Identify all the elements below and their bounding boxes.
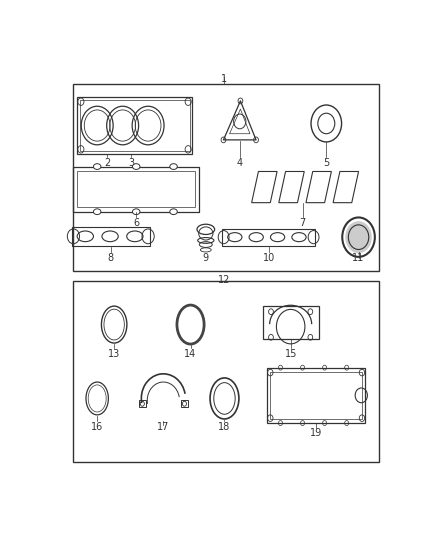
Text: 11: 11	[353, 253, 365, 263]
Bar	[263, 306, 319, 339]
Bar	[74, 84, 379, 271]
Bar	[72, 227, 150, 246]
Text: 4: 4	[237, 158, 243, 167]
Text: 7: 7	[300, 218, 306, 228]
Text: 10: 10	[262, 253, 275, 263]
Text: 14: 14	[184, 349, 197, 359]
Text: 6: 6	[133, 218, 139, 228]
Bar	[222, 229, 315, 246]
Text: 5: 5	[323, 158, 329, 167]
Bar	[270, 372, 362, 419]
Text: 16: 16	[91, 422, 103, 432]
Text: 15: 15	[284, 349, 297, 359]
Text: 2: 2	[104, 158, 110, 167]
Text: 13: 13	[108, 349, 120, 359]
Circle shape	[345, 221, 372, 253]
Ellipse shape	[93, 209, 101, 215]
Ellipse shape	[170, 209, 177, 215]
Ellipse shape	[132, 164, 140, 169]
Bar	[74, 281, 379, 462]
Text: 19: 19	[310, 429, 322, 439]
Bar	[181, 400, 188, 407]
Text: 9: 9	[203, 253, 209, 263]
Bar	[74, 166, 199, 212]
Bar	[80, 100, 190, 151]
Bar	[139, 400, 146, 407]
Text: 1: 1	[222, 74, 227, 84]
Ellipse shape	[170, 164, 177, 169]
Text: 18: 18	[219, 422, 230, 432]
Text: 3: 3	[128, 158, 134, 167]
Ellipse shape	[93, 164, 101, 169]
Text: 12: 12	[218, 276, 231, 285]
Bar	[77, 97, 192, 154]
Text: 8: 8	[108, 253, 114, 263]
Bar	[78, 172, 195, 207]
Bar	[267, 368, 365, 423]
Text: 17: 17	[157, 422, 170, 432]
Ellipse shape	[132, 209, 140, 215]
